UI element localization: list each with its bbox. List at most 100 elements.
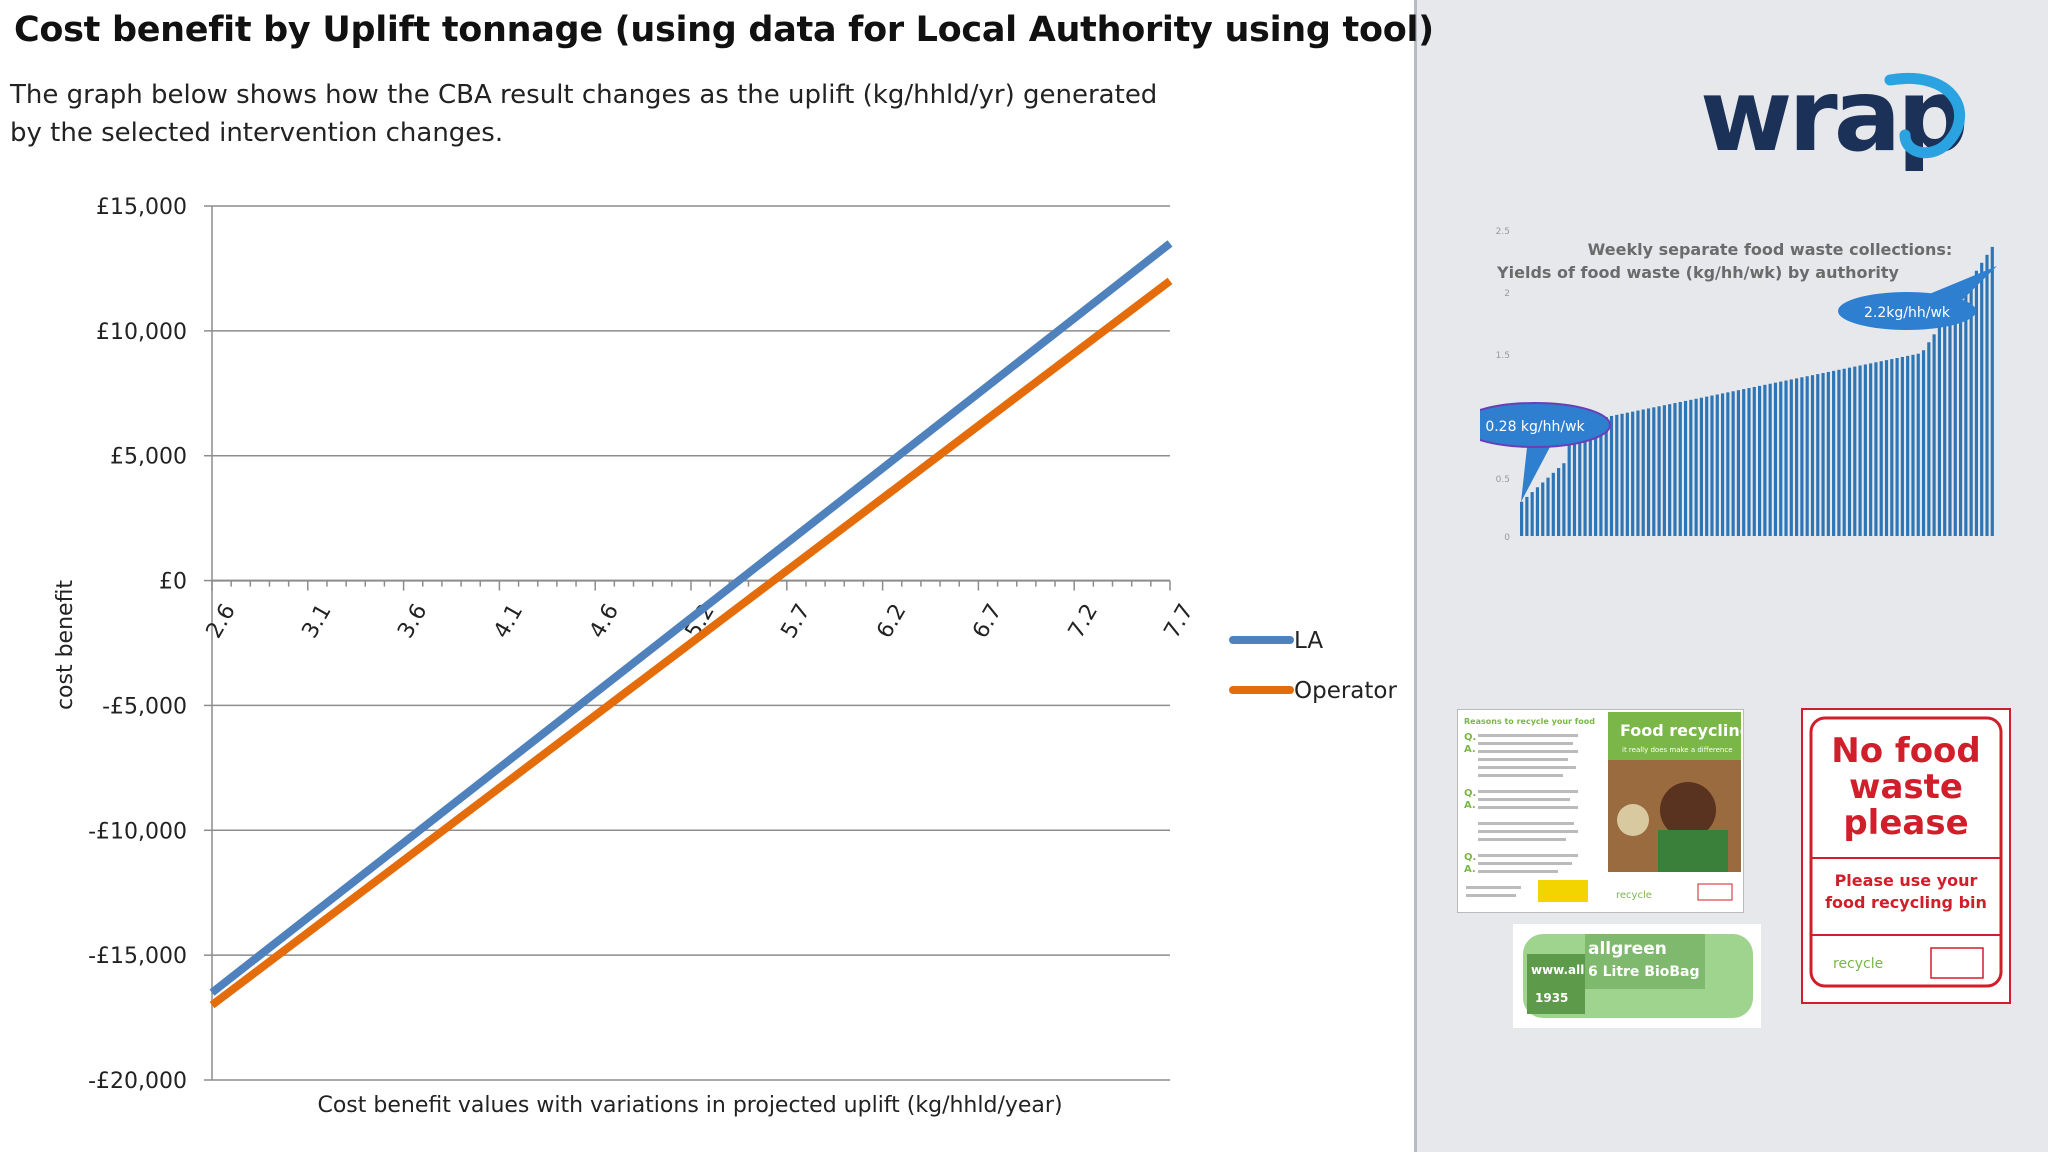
legend-label-la: LA [1294,628,1323,654]
x-tick-label: 2.6 [202,600,241,643]
yield-bar [1673,403,1677,536]
yield-bar [1557,468,1561,536]
yield-bar [1699,397,1703,536]
callout-low-text: 0.28 kg/hh/wk [1485,419,1585,435]
yield-axis-label: 2.5 [1496,227,1510,237]
yield-bar [1599,418,1603,536]
yield-bar [1715,394,1719,536]
yield-bar [1932,334,1936,536]
x-tick-label: 4.1 [489,600,528,643]
poster-sub2: food recycling bin [1825,893,1987,912]
yield-bar [1784,380,1788,536]
yield-bar [1678,401,1682,536]
poster-line1: No food [1831,731,1981,771]
yield-title-2: Yields of food waste (kg/hh/wk) by autho… [1496,263,1899,282]
x-tick-label: 3.6 [393,600,432,643]
yield-bar [1520,501,1524,536]
yield-bar [1948,310,1952,536]
yield-bar [1937,326,1941,536]
yield-bar [1821,373,1825,536]
biobag-image: www.all-g 1935 allgreen 6 Litre BioBag [1513,924,1761,1028]
yield-bar [1853,366,1857,536]
yield-bar [1906,355,1910,536]
yield-bar [1768,383,1772,536]
x-tick-label: 7.7 [1160,600,1199,643]
no-food-waste-poster: No food waste please Please use your foo… [1801,708,2011,1004]
svg-text:Q.: Q. [1464,732,1476,743]
callout-high-text: 2.2kg/hh/wk [1864,305,1951,321]
yield-bar [1800,377,1804,536]
yield-bar [1980,262,1984,536]
yield-bar [1953,302,1957,536]
y-axis-label: cost benefit [53,580,78,710]
yield-bar [1609,415,1614,536]
yield-bar [1625,412,1629,536]
bag-code: 1935 [1535,991,1568,1005]
yield-bar [1535,487,1540,536]
yield-bar [1594,419,1598,536]
yield-bar [1921,350,1926,536]
poster-graphic: No food waste please Please use your foo… [1809,716,2003,988]
yield-bar [1879,361,1883,536]
yield-bar [1615,414,1619,536]
yield-axis-label: 1.5 [1496,351,1510,361]
yield-bar [1916,353,1920,536]
yield-bar [1736,390,1741,536]
yield-bar [1847,367,1852,536]
leaflet-brand: recycle [1616,890,1652,901]
food-recycling-leaflet: Reasons to recycle your food Q. A. Q. A. Q. A… [1457,709,1744,913]
svg-text:Q.: Q. [1464,852,1476,863]
yield-bar [1974,270,1979,536]
x-tick-label: 7.2 [1064,600,1103,643]
x-axis-label: Cost benefit values with variations in p… [317,1093,1062,1118]
yield-bar [1567,424,1571,536]
yield-bar [1858,365,1862,536]
yield-bar [1636,410,1640,536]
yield-chart-thumbnail: 2.521.510.50 Weekly separate food waste … [1480,227,1997,540]
yield-bar [1773,382,1778,536]
yield-bar [1863,364,1867,536]
bag-brand: allgreen [1588,939,1667,959]
yield-bar [1805,376,1809,536]
y-tick-label: -£15,000 [88,944,187,969]
yield-bar [1752,386,1756,536]
series-line-operator [209,277,1173,1009]
yield-bar [1895,358,1899,536]
yield-bar [1874,362,1878,536]
yield-bar [1742,389,1746,536]
svg-text:A.: A. [1464,864,1476,875]
yield-bar [1985,254,1989,536]
yield-bar [1620,413,1624,536]
yield-bar [1588,420,1592,536]
yield-bar [1562,463,1566,536]
yield-bar [1763,384,1767,536]
legend-label-operator: Operator [1294,678,1397,704]
chart-legend: LA Operator [1229,628,1397,704]
yield-bar [1694,398,1698,536]
yield-bar [1747,388,1751,536]
y-axis-ticks: £15,000 £10,000 £5,000 £0 -£5,000 -£10,000 -£1… [88,195,212,1094]
yield-title-1: Weekly separate food waste collections: [1588,240,1953,259]
bag-line1: 6 Litre BioBag [1588,964,1700,980]
yield-bar [1525,496,1529,536]
yield-axis-label: 0 [1504,533,1510,540]
series-line-la [209,240,1173,996]
leaflet-heading: Reasons to recycle your food [1464,717,1595,726]
yield-bar [1816,374,1820,536]
yield-bar [1964,286,1968,536]
leaflet-graphic: Reasons to recycle your food Q.A.Q.A.Q.A… [1458,710,1743,912]
yield-bar [1884,360,1889,536]
yield-bar [1710,395,1714,536]
yield-bar [1810,375,1815,536]
yield-bar [1662,405,1666,536]
yield-bar [1572,423,1577,536]
yield-bar [1657,406,1661,536]
y-tick-label: -£20,000 [88,1069,187,1094]
yield-bar [1541,482,1545,536]
yield-bar [1726,392,1730,536]
x-tick-label: 6.7 [968,600,1007,643]
yield-axis-label: 0.5 [1496,475,1510,485]
y-tick-label: £5,000 [110,445,187,470]
poster-line2: waste [1849,767,1963,807]
yield-bars [1520,246,1994,536]
